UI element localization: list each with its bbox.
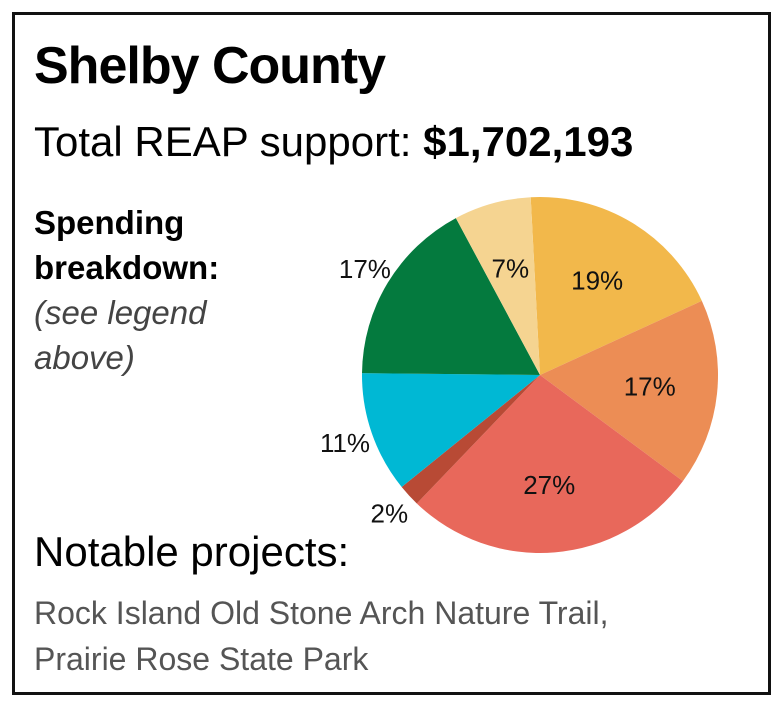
county-title: Shelby County xyxy=(34,37,386,95)
pie-slice xyxy=(455,197,540,375)
spending-breakdown: Spending breakdown: (see legend above) xyxy=(34,200,254,380)
pie-slice-label: 17% xyxy=(339,254,391,284)
total-support-amount: $1,702,193 xyxy=(423,118,634,165)
pie-slice xyxy=(530,197,702,375)
notable-projects-list: Rock Island Old Stone Arch Nature Trail,… xyxy=(34,590,754,682)
breakdown-heading-line1: Spending xyxy=(34,204,185,241)
pie-slice-label: 19% xyxy=(571,266,623,296)
pie-slice xyxy=(416,375,683,553)
notable-project-line: Rock Island Old Stone Arch Nature Trail, xyxy=(34,595,609,631)
pie-slice xyxy=(401,375,540,504)
pie-slice-label: 27% xyxy=(523,470,575,500)
notable-project-line: Prairie Rose State Park xyxy=(34,641,369,677)
pie-slice xyxy=(362,218,540,375)
pie-slice xyxy=(540,300,719,482)
pie-slice-label: 11% xyxy=(320,428,370,458)
breakdown-heading-line2: breakdown: xyxy=(34,249,220,286)
pie-labels: 19% 17% 27% 2% 11% 17% 7% xyxy=(320,254,676,529)
pie-slice-label: 17% xyxy=(624,372,676,402)
pie-slice-label: 7% xyxy=(492,254,530,284)
notable-projects-heading: Notable projects: xyxy=(34,528,350,575)
total-support: Total REAP support: $1,702,193 xyxy=(34,118,633,166)
total-support-label: Total REAP support: xyxy=(34,118,412,165)
breakdown-note: (see legend above) xyxy=(34,294,207,376)
pie-slices xyxy=(362,197,719,553)
pie-slice-label: 2% xyxy=(371,499,409,529)
pie-slice xyxy=(362,373,540,488)
